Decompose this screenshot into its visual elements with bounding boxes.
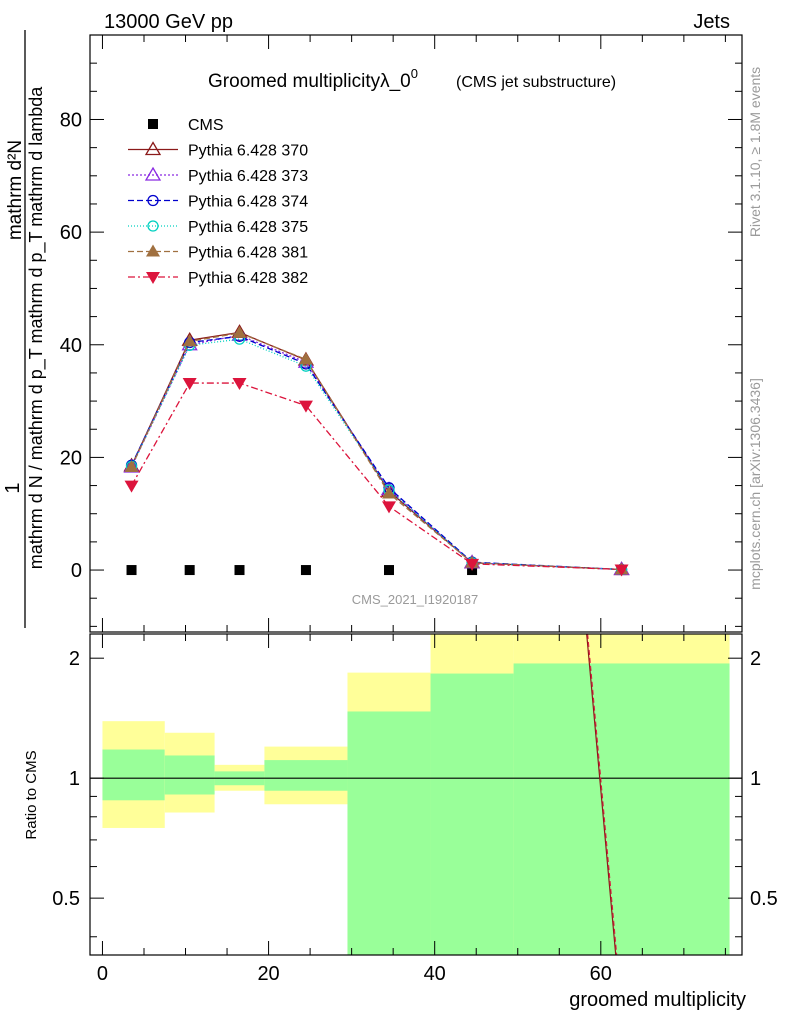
ratio-ytick-label-right: 1 [750,768,761,790]
legend-marker-1 [144,141,162,156]
ratio-mc-line-alt [587,633,618,956]
legend-label-0: CMS [188,117,224,134]
data-point-series-5 [382,486,397,499]
data-point-series-0 [184,565,195,576]
main-ylabel-numerator: 1 [2,482,24,493]
main-ytick-label: 60 [60,222,82,244]
ratio-xtick-label: 40 [424,963,446,985]
data-point-series-0 [384,565,395,576]
data-point-series-5 [124,459,139,472]
ratio-mc-line [586,633,617,956]
ratio-plot: 0 20 40 60 0.5 0.5 1 1 2 2 [52,633,778,985]
data-point-series-6 [124,480,139,493]
legend-marker-4 [147,220,159,232]
ratio-xtick-label: 60 [590,963,612,985]
main-ytick-label: 40 [60,335,82,357]
header-energy-label: 13000 GeV pp [104,11,233,33]
ratio-ytick-label-left: 2 [69,648,80,670]
data-point-series-5 [232,325,247,338]
ratio-band-inner-4 [347,711,431,955]
legend-marker-5 [146,244,160,257]
series-line-3 [130,335,622,571]
data-point-series-6 [614,564,629,577]
ratio-ylabel: Ratio to CMS [23,750,40,839]
legend-label-3: Pythia 6.428 374 [188,194,308,211]
main-ytick-label: 0 [71,560,82,582]
ratio-ytick-label-right: 2 [750,648,761,670]
main-ylabel-denominator: mathrm d N / mathrm d p_T mathrm d p_T m… [26,86,47,569]
ratio-band-inner-1 [164,755,215,795]
ratio-band-inner-5 [430,673,514,955]
legend: CMS Pythia 6.428 370 Pythia 6.428 373 Pythi… [128,117,308,287]
series-line-5 [130,332,622,571]
legend-marker-3 [147,194,159,207]
legend-marker-0 [148,119,158,129]
plot-title-text: Groomed multiplicityλ_0 [208,71,411,92]
legend-label-4: Pythia 6.428 375 [188,219,308,236]
legend-label-2: Pythia 6.428 373 [188,168,308,185]
rivet-version-label: Rivet 3.1.10, ≥ 1.8M events [747,67,763,237]
data-point-series-6 [298,400,313,413]
series-line-4 [130,338,622,571]
ratio-band-inner-0 [102,749,165,801]
ratio-ytick-label-left: 0.5 [52,888,80,910]
data-point-series-6 [382,501,397,514]
data-point-series-0 [234,565,245,576]
main-plot-frame [89,34,743,633]
series-line-6 [130,382,622,571]
ratio-xtick-label: 20 [257,963,279,985]
legend-label-5: Pythia 6.428 381 [188,245,308,262]
data-point-series-5 [298,352,313,365]
analysis-watermark: CMS_2021_I1920187 [352,592,479,607]
ratio-ytick-label-left: 1 [69,768,80,790]
header-process-label: Jets [693,11,730,33]
data-point-series-6 [465,558,480,571]
legend-marker-6 [146,272,160,284]
legend-marker-2 [144,166,162,181]
ratio-ytick-label-right: 0.5 [750,888,778,910]
data-point-series-0 [300,565,311,576]
plot-title: Groomed multiplicityλ_00 [208,66,418,92]
data-point-series-5 [182,334,197,347]
data-point-series-6 [182,378,197,391]
x-axis-label: groomed multiplicity [569,989,746,1011]
plot-subtitle: (CMS jet substructure) [456,74,616,91]
main-ytick-label: 20 [60,447,82,469]
series-line-2 [130,334,622,571]
series-line-1 [130,331,622,571]
ratio-band-inner-6 [513,663,730,955]
data-point-series-0 [126,565,137,576]
data-point-series-6 [232,378,247,391]
legend-label-1: Pythia 6.428 370 [188,143,308,160]
ratio-xtick-label: 0 [97,963,108,985]
plot-title-superscript: 0 [411,66,418,81]
ratio-plot-frame [89,633,743,956]
main-ylabel: 1 mathrm d²N mathrm d N / mathrm d p_T m… [2,30,47,628]
main-plot: 0 20 40 60 80 [60,34,743,633]
legend-label-6: Pythia 6.428 382 [188,270,308,287]
main-ylabel-dn: mathrm d²N [5,140,26,240]
main-ytick-label: 80 [60,109,82,131]
ratio-band-inner-3 [264,760,348,791]
mcplots-label: mcplots.cern.ch [arXiv:1306.3436] [747,378,763,590]
